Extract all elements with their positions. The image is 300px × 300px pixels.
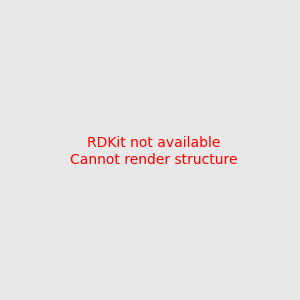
Text: RDKit not available
Cannot render structure: RDKit not available Cannot render struct…	[70, 136, 238, 166]
